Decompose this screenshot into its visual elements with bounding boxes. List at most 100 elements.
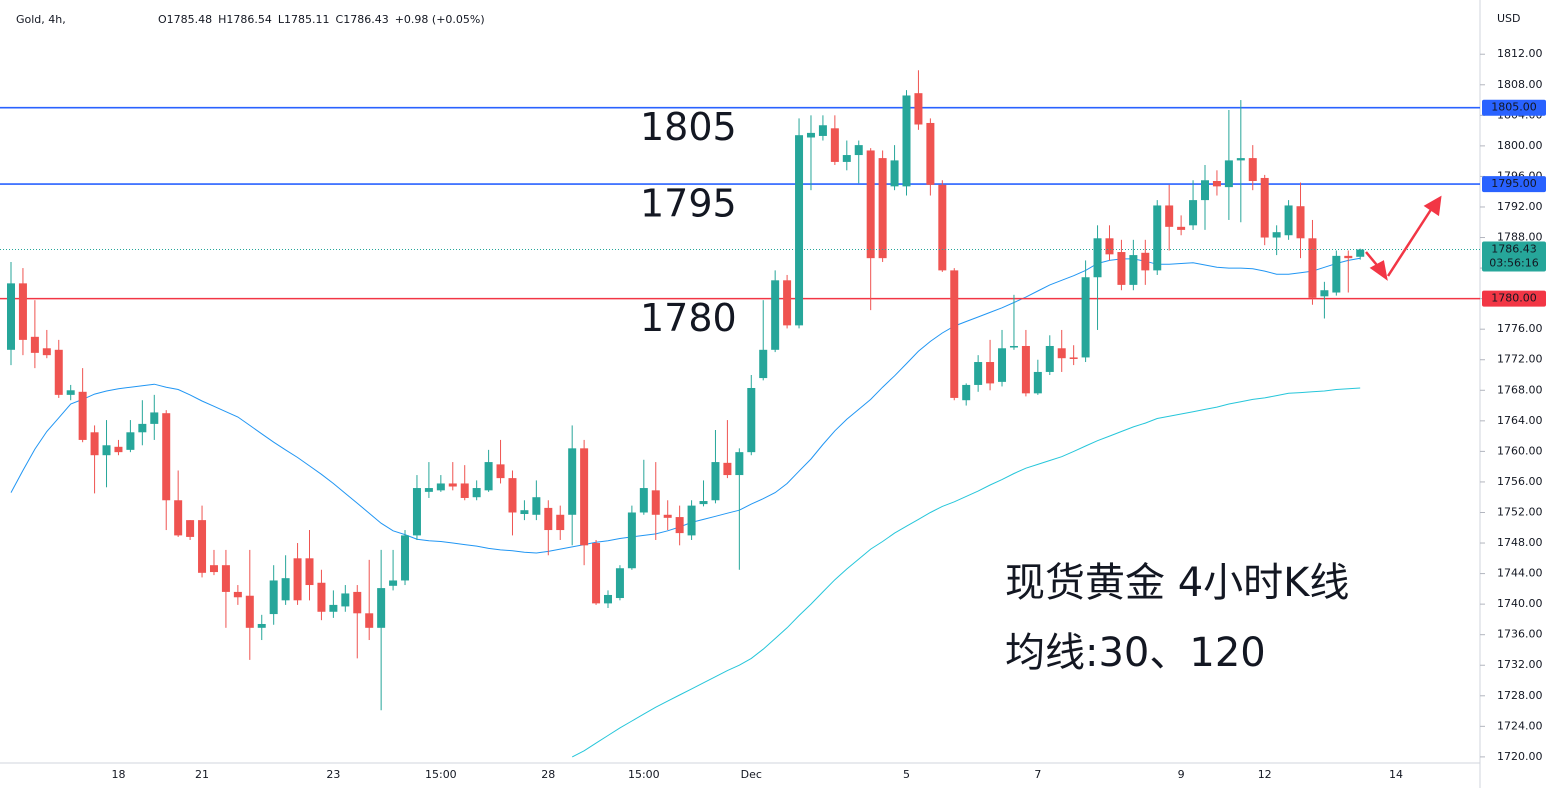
y-tick-label: 1752.00 <box>1497 505 1543 518</box>
x-tick-label: 18 <box>111 768 125 781</box>
candle-body <box>902 95 911 187</box>
candle-body <box>854 145 863 156</box>
level-annotation: 1795 <box>640 182 737 226</box>
y-tick-label: 1800.00 <box>1497 139 1543 152</box>
header-value: C1786.43 <box>336 13 389 26</box>
header-value: L1785.11 <box>278 13 330 26</box>
candle-body <box>102 445 111 456</box>
annotation: 现货黄金 4小时K线 <box>1005 560 1349 606</box>
candle-body <box>1224 160 1233 188</box>
x-tick-label: 14 <box>1389 768 1403 781</box>
candle-body <box>974 362 983 385</box>
candle-body <box>7 283 15 350</box>
candle-body <box>1272 232 1281 238</box>
moving-average <box>571 387 1361 758</box>
candle-body <box>759 349 768 379</box>
candle-body <box>1105 238 1114 255</box>
x-tick-label: 15:00 <box>425 768 457 781</box>
candle-body <box>138 423 147 433</box>
y-tick-label: 1768.00 <box>1497 383 1543 396</box>
candle-body <box>651 490 660 515</box>
candle-body <box>1117 252 1126 285</box>
candle-body <box>1153 205 1162 271</box>
candle-body <box>484 462 493 491</box>
candle-body <box>783 280 792 326</box>
candle-body <box>1021 345 1030 394</box>
candle-body <box>663 514 672 518</box>
price-tag <box>1482 176 1546 193</box>
candle-body <box>592 543 601 604</box>
candle-body <box>1009 345 1018 348</box>
candle-body <box>329 604 338 612</box>
candle-body <box>221 565 230 592</box>
candle-body <box>401 535 410 581</box>
y-tick-label: 1756.00 <box>1497 475 1543 488</box>
candle-body <box>54 349 63 395</box>
candle-body <box>1057 348 1066 359</box>
price-tag-label: 1780.00 <box>1491 292 1537 305</box>
candle-body <box>926 122 935 185</box>
y-tick-label: 1764.00 <box>1497 414 1543 427</box>
candle-body <box>317 582 326 612</box>
candle-body <box>735 452 744 476</box>
candle-body <box>353 591 362 614</box>
candle-body <box>890 160 899 187</box>
level-annotation: 1805 <box>640 105 737 149</box>
candle-body <box>341 593 350 607</box>
price-tag-label: 1805.00 <box>1491 101 1537 114</box>
y-tick-label: 1808.00 <box>1497 78 1543 91</box>
x-tick-label: 7 <box>1034 768 1041 781</box>
candle-body <box>1177 226 1186 230</box>
candle-body <box>472 488 481 498</box>
plot <box>0 70 1480 758</box>
candle-body <box>723 462 732 476</box>
candle-body <box>436 483 445 491</box>
candle-body <box>1356 249 1365 257</box>
arrow-head <box>1369 260 1388 281</box>
y-tick-label: 1772.00 <box>1497 353 1543 366</box>
x-tick-label: 28 <box>541 768 555 781</box>
candle-body <box>1093 238 1102 278</box>
candle-body <box>711 462 720 501</box>
candle-body <box>293 558 302 601</box>
candle-body <box>18 283 27 340</box>
candle-body <box>448 483 457 487</box>
y-tick-label: 1740.00 <box>1497 597 1543 610</box>
arrow-line <box>1386 207 1434 277</box>
candle-body <box>950 270 959 398</box>
candle-body <box>747 387 756 453</box>
candle-body <box>544 507 553 531</box>
candle-body <box>1308 238 1317 298</box>
candle-body <box>878 158 887 259</box>
candle-body <box>1236 158 1245 161</box>
candle-body <box>1296 206 1305 239</box>
x-tick-label: 9 <box>1178 768 1185 781</box>
candle-body <box>412 488 421 536</box>
candle-body <box>389 580 398 586</box>
candle-body <box>1284 205 1293 236</box>
y-tick-label: 1776.00 <box>1497 322 1543 335</box>
countdown: 03:56:16 <box>1489 257 1538 270</box>
candle-body <box>771 280 780 350</box>
arrow-head <box>1423 195 1442 217</box>
y-tick-label: 1792.00 <box>1497 200 1543 213</box>
currency: USD <box>1497 12 1521 25</box>
candle-body <box>1320 290 1329 297</box>
candle-body <box>1201 180 1209 201</box>
candle-body <box>1033 371 1042 394</box>
level-annotation: 1780 <box>640 296 737 340</box>
candle-body <box>532 497 541 515</box>
candle-body <box>699 501 708 505</box>
candle-body <box>520 510 529 515</box>
y-tick-label: 1788.00 <box>1497 231 1543 244</box>
y-tick-label: 1724.00 <box>1497 719 1543 732</box>
candle-body <box>198 520 207 573</box>
candle-body <box>150 412 159 424</box>
candle-body <box>162 413 171 501</box>
last-price-label: 1786.43 <box>1491 243 1537 256</box>
candle-body <box>615 568 624 599</box>
candle-body <box>580 448 589 546</box>
candle-body <box>830 128 839 162</box>
candle-body <box>914 93 923 125</box>
candle-body <box>568 448 577 515</box>
